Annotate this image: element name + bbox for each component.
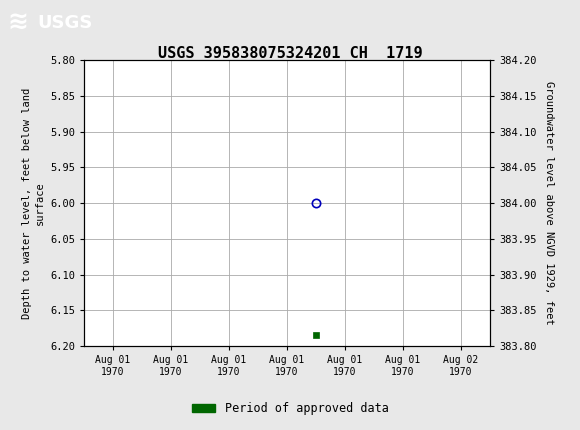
Text: USGS 395838075324201 CH  1719: USGS 395838075324201 CH 1719 — [158, 46, 422, 61]
Y-axis label: Groundwater level above NGVD 1929, feet: Groundwater level above NGVD 1929, feet — [543, 81, 553, 325]
Text: ≋: ≋ — [7, 11, 28, 34]
Legend: Period of approved data: Period of approved data — [187, 397, 393, 420]
Text: USGS: USGS — [38, 14, 93, 31]
Y-axis label: Depth to water level, feet below land
surface: Depth to water level, feet below land su… — [22, 88, 45, 319]
